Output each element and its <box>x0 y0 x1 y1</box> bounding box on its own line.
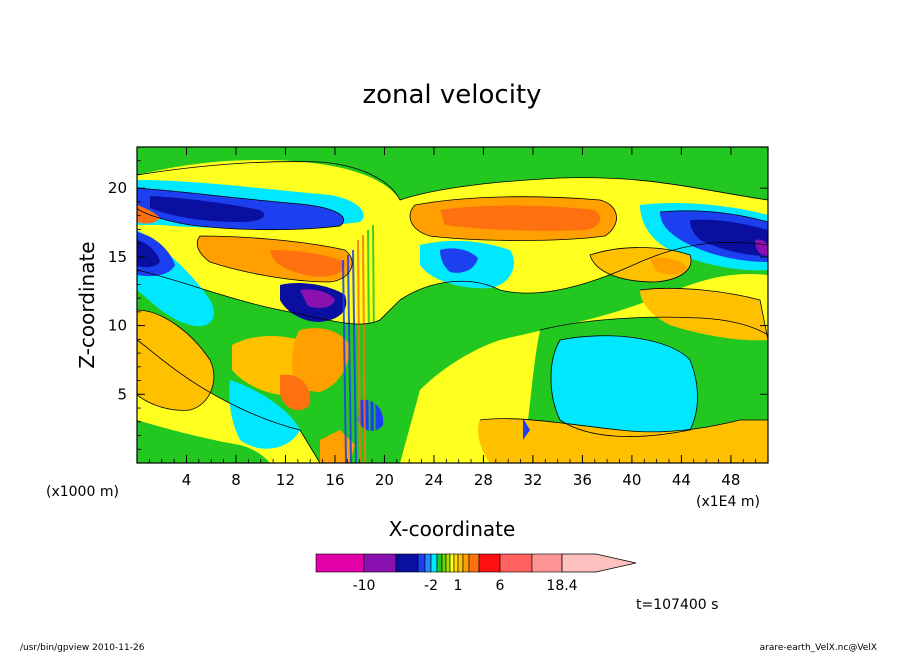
x-tick-label: 20 <box>375 471 394 489</box>
x-tick-label: 32 <box>523 471 542 489</box>
disturbance-stripes <box>342 224 376 463</box>
x-tick-label: 8 <box>231 471 241 489</box>
colorbar-cell <box>445 553 451 573</box>
x-axis-label: X-coordinate <box>389 517 516 541</box>
contour-lines <box>137 161 768 463</box>
colorbar-cell <box>468 553 480 573</box>
colorbar-ticks: -10 -2 1 6 18.4 <box>353 578 578 594</box>
x-tick-label: 16 <box>325 471 344 489</box>
colorbar-cell <box>441 553 447 573</box>
footer-left: /usr/bin/gpview 2010-11-26 <box>20 643 145 653</box>
y-tick-label: 20 <box>108 179 127 197</box>
colorbar-cell <box>449 553 455 573</box>
y-tick-label: 15 <box>108 248 127 266</box>
colorbar-cell <box>499 553 533 573</box>
colorbar-cell <box>531 553 563 573</box>
x-tick-label: 36 <box>573 471 592 489</box>
colorbar-tick-label: 6 <box>496 578 505 594</box>
time-annotation: t=107400 s <box>636 597 718 613</box>
x-tick-label: 24 <box>424 471 443 489</box>
x-tick-label: 12 <box>276 471 295 489</box>
colorbar-cell <box>424 553 432 573</box>
y-axis: 5 10 15 20 <box>108 160 768 450</box>
colorbar-cell <box>417 553 426 573</box>
colorbar-cell <box>363 553 397 573</box>
x-axis: 4 8 12 16 20 24 28 32 36 40 44 48 <box>148 147 757 489</box>
contour-field <box>137 147 768 463</box>
colorbar-cell <box>478 553 501 573</box>
colorbar-cell <box>395 553 419 573</box>
colorbar-cell <box>436 553 443 573</box>
x-unit-right: (x1E4 m) <box>696 494 760 510</box>
x-tick-label: 28 <box>474 471 493 489</box>
colorbar-cell <box>453 553 459 573</box>
x-tick-label: 44 <box>672 471 691 489</box>
x-unit-left: (x1000 m) <box>46 484 119 500</box>
colorbar <box>315 553 637 573</box>
colorbar-cell <box>561 553 637 573</box>
plot-frame <box>136 146 769 464</box>
colorbar-tick-label: -2 <box>424 578 438 594</box>
chart-title: zonal velocity <box>362 80 541 110</box>
colorbar-cell <box>315 553 365 573</box>
y-tick-label: 10 <box>108 317 127 335</box>
x-tick-label: 48 <box>721 471 740 489</box>
colorbar-tick-label: -10 <box>353 578 376 594</box>
x-tick-label: 4 <box>182 471 192 489</box>
x-tick-label: 40 <box>622 471 641 489</box>
colorbar-cell <box>430 553 438 573</box>
y-tick-label: 5 <box>117 385 127 403</box>
colorbar-tick-label: 1 <box>454 578 463 594</box>
colorbar-cell <box>462 553 470 573</box>
footer-right: arare-earth_VelX.nc@VelX <box>760 643 877 653</box>
colorbar-cell <box>457 553 464 573</box>
y-axis-label: Z-coordinate <box>75 241 99 368</box>
colorbar-tick-label: 18.4 <box>546 578 577 594</box>
